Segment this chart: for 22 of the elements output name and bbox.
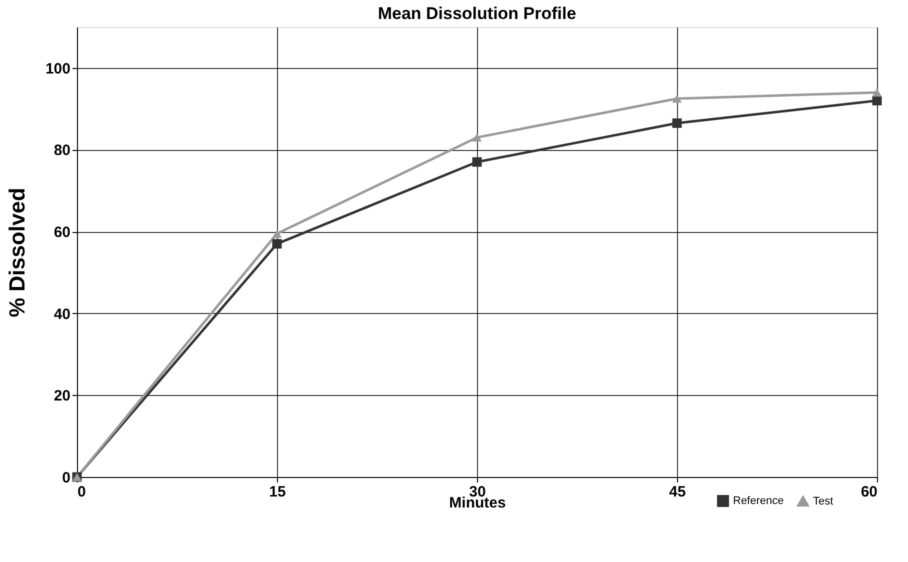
y-tick-label: 80 — [54, 142, 70, 160]
legend-label: Test — [813, 495, 834, 508]
y-tick-label: 0 — [62, 470, 70, 486]
y-tick-label: 20 — [54, 388, 70, 405]
point — [272, 229, 282, 238]
x-tick-label: 60 — [860, 484, 878, 500]
point — [672, 118, 682, 128]
legend-label: Reference — [733, 495, 784, 507]
point — [472, 157, 482, 167]
y-tick-label: 60 — [54, 224, 70, 242]
y-axis-title: % Dissolved — [4, 188, 30, 318]
point — [272, 239, 282, 249]
x-tick-label: 15 — [269, 484, 286, 500]
point — [672, 94, 682, 103]
point — [872, 96, 882, 106]
point — [472, 133, 482, 142]
chart-title: Mean Dissolution Profile — [378, 4, 576, 23]
y-tick-label: 40 — [54, 306, 70, 323]
point — [872, 88, 882, 97]
x-tick-label: 0 — [78, 484, 86, 500]
x-tick-label: 45 — [669, 484, 686, 500]
y-tick-label: 100 — [45, 60, 70, 78]
